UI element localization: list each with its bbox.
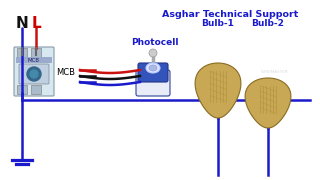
- Circle shape: [30, 70, 38, 78]
- Text: Bulb-2: Bulb-2: [252, 19, 284, 28]
- Circle shape: [149, 49, 157, 57]
- Ellipse shape: [146, 63, 160, 73]
- FancyBboxPatch shape: [19, 64, 49, 84]
- FancyBboxPatch shape: [14, 47, 54, 96]
- Text: MCB: MCB: [28, 57, 40, 62]
- FancyBboxPatch shape: [214, 106, 221, 114]
- FancyBboxPatch shape: [30, 48, 41, 57]
- Polygon shape: [245, 78, 291, 128]
- Circle shape: [27, 67, 41, 81]
- Text: WIREMASTER: WIREMASTER: [261, 70, 289, 74]
- FancyBboxPatch shape: [17, 84, 27, 93]
- FancyBboxPatch shape: [265, 117, 271, 124]
- FancyBboxPatch shape: [17, 48, 27, 57]
- Polygon shape: [195, 63, 241, 118]
- Ellipse shape: [149, 65, 157, 71]
- Text: L: L: [31, 16, 41, 31]
- FancyBboxPatch shape: [30, 84, 41, 93]
- FancyBboxPatch shape: [16, 57, 52, 63]
- Text: N: N: [16, 16, 28, 31]
- FancyBboxPatch shape: [138, 63, 168, 82]
- Text: Bulb-1: Bulb-1: [202, 19, 235, 28]
- FancyBboxPatch shape: [136, 70, 170, 96]
- Text: MCB: MCB: [56, 68, 75, 76]
- Text: Asghar Technical Support: Asghar Technical Support: [162, 10, 298, 19]
- Text: Photocell: Photocell: [131, 38, 179, 47]
